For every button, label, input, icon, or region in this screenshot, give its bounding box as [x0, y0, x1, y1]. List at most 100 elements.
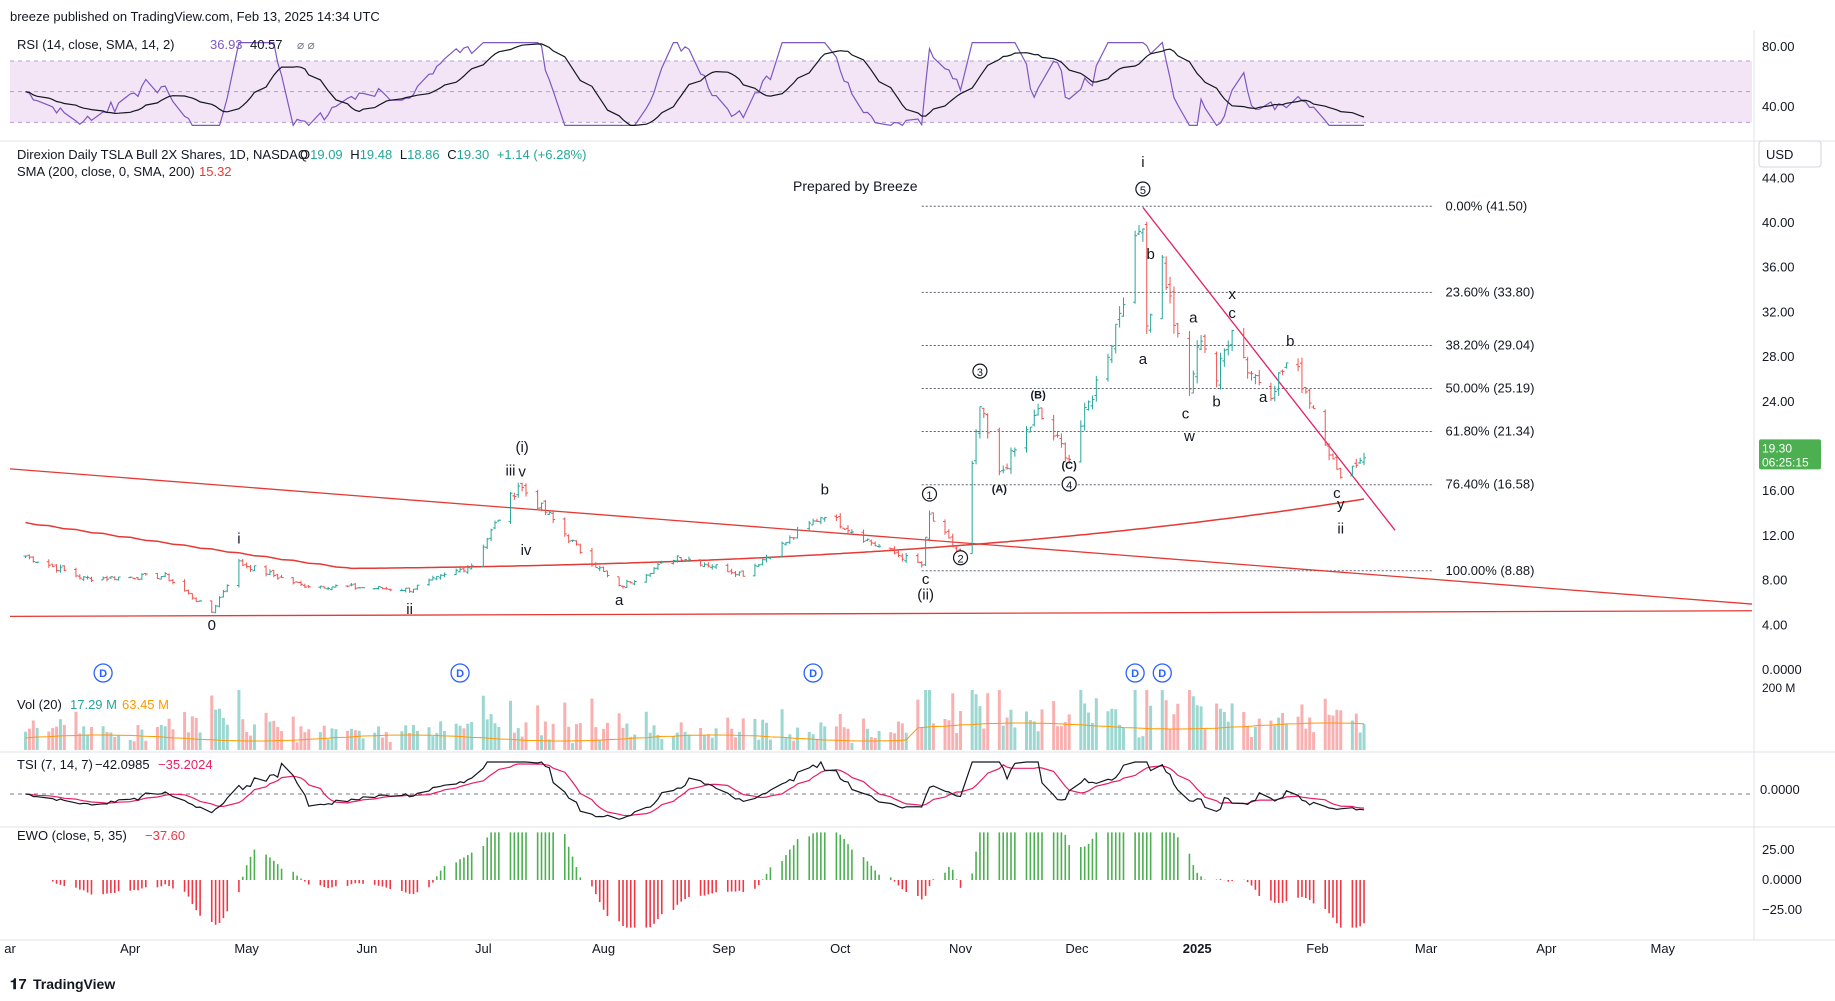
ohlc-bar	[1164, 256, 1169, 290]
volume-bar	[1133, 690, 1137, 750]
rsi-visibility-icon[interactable]: ⌀ ⌀	[297, 38, 315, 52]
volume-bar	[1350, 720, 1354, 750]
ohlc-bar	[520, 482, 525, 492]
wave-label: i	[237, 531, 240, 548]
ohlc-bar	[535, 489, 540, 511]
volume-axis-tick: 200 M	[1762, 681, 1795, 695]
ohlc-bar	[1299, 357, 1304, 393]
wave-label: a	[1189, 309, 1198, 326]
wave-label: ii	[406, 601, 413, 618]
volume-bar	[834, 726, 838, 750]
volume-bar	[183, 711, 187, 750]
wave-text: a	[1259, 389, 1268, 406]
dividend-marker[interactable]: D	[93, 663, 113, 683]
ohlc-bar	[943, 519, 948, 535]
tsi-axis[interactable]: 0.0000	[1760, 782, 1800, 797]
ohlc-bar	[981, 407, 986, 419]
ohlc-bar	[783, 542, 788, 546]
wave-text: iii	[505, 463, 515, 480]
tradingview-logo[interactable]: 𝟏7 TradingView	[10, 976, 115, 993]
wave-text: a	[1139, 351, 1148, 368]
ohlc-bar	[1109, 345, 1114, 363]
ohlc-bar	[1257, 370, 1262, 386]
volume-bar	[578, 723, 582, 750]
volume-bar	[380, 737, 384, 750]
volume-bar	[55, 726, 59, 750]
currency-box[interactable]	[1758, 140, 1822, 168]
ohlc-bar	[1358, 457, 1363, 464]
ewo-axis-tick: 0.0000	[1762, 872, 1802, 887]
price-axis-tick: 32.00	[1762, 304, 1795, 319]
dividend-marker[interactable]: D	[1152, 663, 1172, 683]
ohlc-bar	[1028, 426, 1033, 433]
ohlc-bar	[970, 460, 975, 555]
dividend-marker[interactable]: D	[1125, 663, 1145, 683]
wave-label: 5	[1135, 181, 1151, 197]
x-axis-tick: Dec	[1065, 941, 1089, 956]
volume-bar	[536, 705, 540, 750]
ohlc-bar	[648, 572, 653, 577]
ohlc-bar	[221, 589, 226, 598]
dividend-icon: D	[1131, 668, 1139, 680]
ohlc-bar	[112, 576, 117, 581]
volume-bar	[737, 731, 741, 750]
wave-label: b	[1212, 393, 1220, 410]
dividend-marker[interactable]: D	[450, 663, 470, 683]
ohlc-bar	[1117, 306, 1122, 328]
ohlc-bar	[357, 587, 362, 589]
volume-bar	[1090, 722, 1094, 750]
ohlc-bar	[807, 520, 812, 532]
rsi-axis[interactable]: 80.00 40.00	[1762, 39, 1795, 114]
volume-axis[interactable]: 200 M	[1762, 681, 1795, 695]
volume-bar	[1032, 721, 1036, 750]
wave-text: ii	[406, 601, 413, 618]
volume-bar	[377, 726, 381, 750]
rsi-axis-tick: 40.00	[1762, 99, 1795, 114]
volume-bar	[214, 709, 218, 750]
ohlc-bar	[1008, 447, 1013, 474]
ohlc-bar	[869, 539, 874, 546]
ohlc-bar	[1140, 228, 1145, 242]
ohlc-bar	[465, 565, 470, 574]
ohlc-bar	[442, 572, 447, 578]
ohlc-bar	[516, 482, 521, 498]
volume-bar	[109, 732, 113, 750]
ohlc-bar	[306, 585, 311, 589]
volume-bar	[1269, 720, 1273, 750]
wave-label: (ii)	[917, 587, 934, 604]
ohlc-bar	[1148, 313, 1153, 333]
volume-bar	[163, 726, 167, 750]
ohlc-bar	[132, 577, 137, 580]
ohlc-bar	[469, 563, 474, 570]
volume-bar	[237, 690, 241, 750]
x-axis-tick: Oct	[830, 941, 851, 956]
volume-bar	[807, 731, 811, 750]
ohlc-bar	[62, 565, 67, 572]
dividend-marker[interactable]: D	[803, 663, 823, 683]
wave-label: y	[1337, 496, 1345, 513]
volume-bar	[997, 690, 1001, 750]
ewo-axis-tick: 25.00	[1762, 842, 1795, 857]
ewo-title: EWO (close, 5, 35)	[17, 828, 127, 843]
volume-legend: Vol (20) 17.29 M 63.45 M	[17, 697, 169, 712]
volume-bar	[128, 739, 132, 750]
ohlc-bar	[1334, 456, 1339, 470]
wave-label: (C)	[1062, 460, 1078, 472]
ohlc-bar	[240, 558, 245, 567]
ohlc-bar	[1032, 409, 1037, 427]
volume-bar	[931, 723, 935, 750]
volume-bar	[865, 728, 869, 750]
wave-label: i	[1141, 154, 1144, 171]
wave-text: x	[1228, 286, 1236, 303]
ohlc-bar	[846, 525, 851, 534]
ohlc-bar	[244, 562, 249, 569]
ewo-axis-tick: −25.00	[1762, 902, 1802, 917]
volume-bar	[462, 728, 466, 750]
prepared-by-note: Prepared by Breeze	[793, 178, 918, 194]
ohlc-bar	[787, 535, 792, 544]
dividend-icon: D	[1158, 668, 1166, 680]
price-axis[interactable]: USD	[1758, 140, 1822, 168]
ohlc-bar	[458, 567, 463, 573]
wave-label: 2	[952, 550, 969, 566]
